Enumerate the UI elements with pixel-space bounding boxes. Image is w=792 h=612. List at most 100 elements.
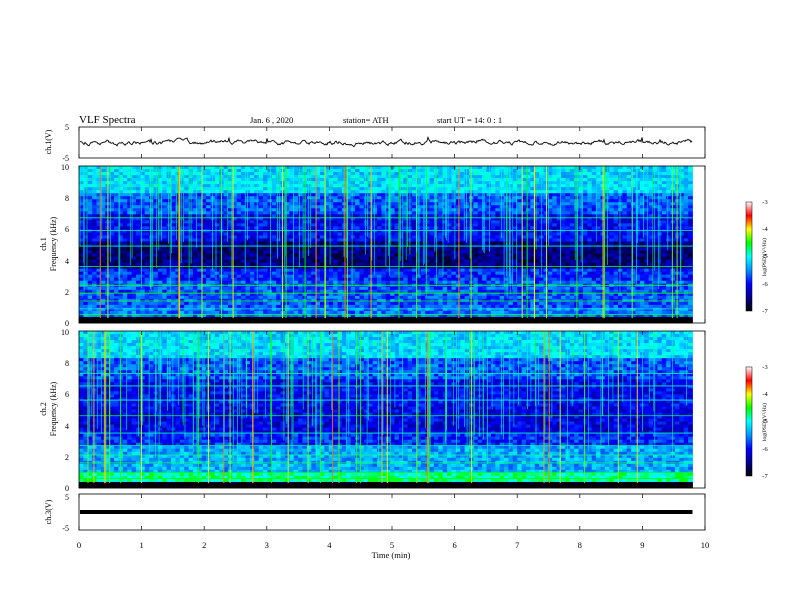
spectrogram-cell: [184, 211, 189, 215]
spectrogram-cell: [333, 196, 338, 200]
spectrogram-cell: [543, 268, 549, 273]
spectrogram-cell: [284, 247, 290, 251]
spectrogram-cell: [175, 178, 181, 182]
spectrogram-cell: [192, 205, 198, 209]
spectrogram-cell: [508, 178, 514, 182]
spectrogram-cell: [144, 208, 150, 212]
spectrogram-cell: [622, 187, 628, 191]
spectrogram-cell: [100, 226, 106, 230]
spectrogram-cell: [337, 169, 343, 173]
spectrogram-cell: [521, 193, 527, 197]
spectrogram-cell: [512, 256, 518, 260]
spectrogram-cell: [184, 184, 189, 188]
spectrogram-cell: [254, 211, 260, 215]
spectrogram-cell: [214, 232, 220, 236]
spectrogram-cell: [683, 178, 689, 182]
spectrogram-cell: [587, 262, 593, 267]
spectrogram-cell: [613, 199, 619, 203]
spectrogram-cell: [534, 238, 540, 242]
spectrogram-cell: [473, 196, 479, 200]
spectrogram-cell: [236, 271, 242, 276]
spectrogram-cell: [394, 256, 400, 260]
spectrogram-cell: [425, 268, 430, 273]
spectrogram-cell: [412, 262, 417, 267]
spectrogram-cell: [499, 178, 505, 182]
spectrogram-cell: [328, 211, 334, 215]
spectrogram-cell: [83, 265, 89, 270]
spectrogram-cell: [162, 241, 168, 245]
spectrogram-cell: [639, 235, 645, 239]
spectrogram-cell: [661, 205, 667, 209]
spectrogram-cell: [109, 169, 115, 173]
spectrogram-cell: [315, 271, 321, 276]
spectrogram-cell: [171, 259, 176, 264]
spectrogram-cell: [394, 205, 400, 209]
spectrogram-cell: [320, 256, 325, 260]
spectrogram-cell: [153, 220, 159, 224]
spectrogram-cell: [324, 190, 330, 194]
spectrogram-cell: [258, 190, 264, 194]
spectrogram-cell: [464, 169, 470, 173]
spectrogram-cell: [596, 211, 601, 215]
spectrogram-cell: [363, 166, 369, 170]
spectrogram-cell: [92, 181, 97, 185]
spectrogram-cell: [355, 205, 360, 209]
spectrogram-cell: [100, 193, 106, 197]
spectrogram-cell: [547, 256, 553, 260]
spectrogram-cell: [254, 241, 260, 245]
spectrogram-cell: [661, 238, 667, 242]
spectrogram-cell: [144, 178, 150, 182]
spectrogram-cell: [499, 172, 505, 176]
spectrogram-cell: [127, 271, 132, 276]
spectrogram-cell: [639, 238, 645, 242]
spectrogram-cell: [639, 184, 645, 188]
spectrogram-cell: [236, 247, 242, 251]
spectrogram-cell: [390, 265, 395, 270]
spectrogram-cell: [135, 256, 141, 260]
spectrogram-cell: [442, 271, 448, 276]
spectrogram-cell: [114, 271, 119, 276]
spectrogram-cell: [263, 223, 268, 227]
spectrogram-cell: [355, 199, 360, 203]
spectrogram-cell: [591, 181, 597, 185]
spectrogram-cell: [109, 211, 115, 215]
spectrogram-cell: [521, 226, 527, 230]
spectrogram-cell: [451, 250, 457, 254]
spectrogram-cell: [451, 262, 457, 267]
spectrogram-cell: [359, 271, 365, 276]
spectrogram-cell: [499, 265, 505, 270]
spectrogram-cell: [175, 169, 181, 173]
spectrogram-cell: [179, 208, 185, 212]
spectrogram-cell: [267, 262, 273, 267]
spectrogram-cell: [276, 196, 281, 200]
spectrogram-cell: [543, 169, 549, 173]
spectrogram-cell: [622, 238, 628, 242]
spectrogram-cell: [363, 262, 369, 267]
spectrogram-cell: [153, 262, 159, 267]
spectrogram-cell: [534, 214, 540, 218]
spectrogram-cell: [144, 196, 150, 200]
spectrogram-cell: [241, 202, 246, 206]
spectrogram-cell: [398, 193, 404, 197]
spectrogram-cell: [324, 199, 330, 203]
spectrogram-cell: [267, 223, 273, 227]
spectrogram-cell: [604, 265, 610, 270]
spectrogram-cell: [631, 187, 636, 191]
spectrogram-cell: [276, 226, 281, 230]
spectrogram-cell: [626, 169, 632, 173]
spectrogram-cell: [412, 256, 417, 260]
spectrogram-cell: [403, 211, 409, 215]
spectrogram-cell: [135, 211, 141, 215]
spectrogram-cell: [320, 190, 325, 194]
spectrogram-cell: [175, 181, 181, 185]
spectrogram-cell: [263, 202, 268, 206]
spectrogram-cell: [298, 175, 303, 179]
spectrogram-cell: [315, 247, 321, 251]
spectrogram-cell: [561, 253, 566, 257]
spectrogram-cell: [122, 190, 128, 194]
spectrogram-cell: [425, 172, 430, 176]
spectrogram-cell: [451, 211, 457, 215]
spectrogram-cell: [530, 241, 536, 245]
spectrogram-cell: [473, 178, 479, 182]
spectrogram-cell: [639, 220, 645, 224]
